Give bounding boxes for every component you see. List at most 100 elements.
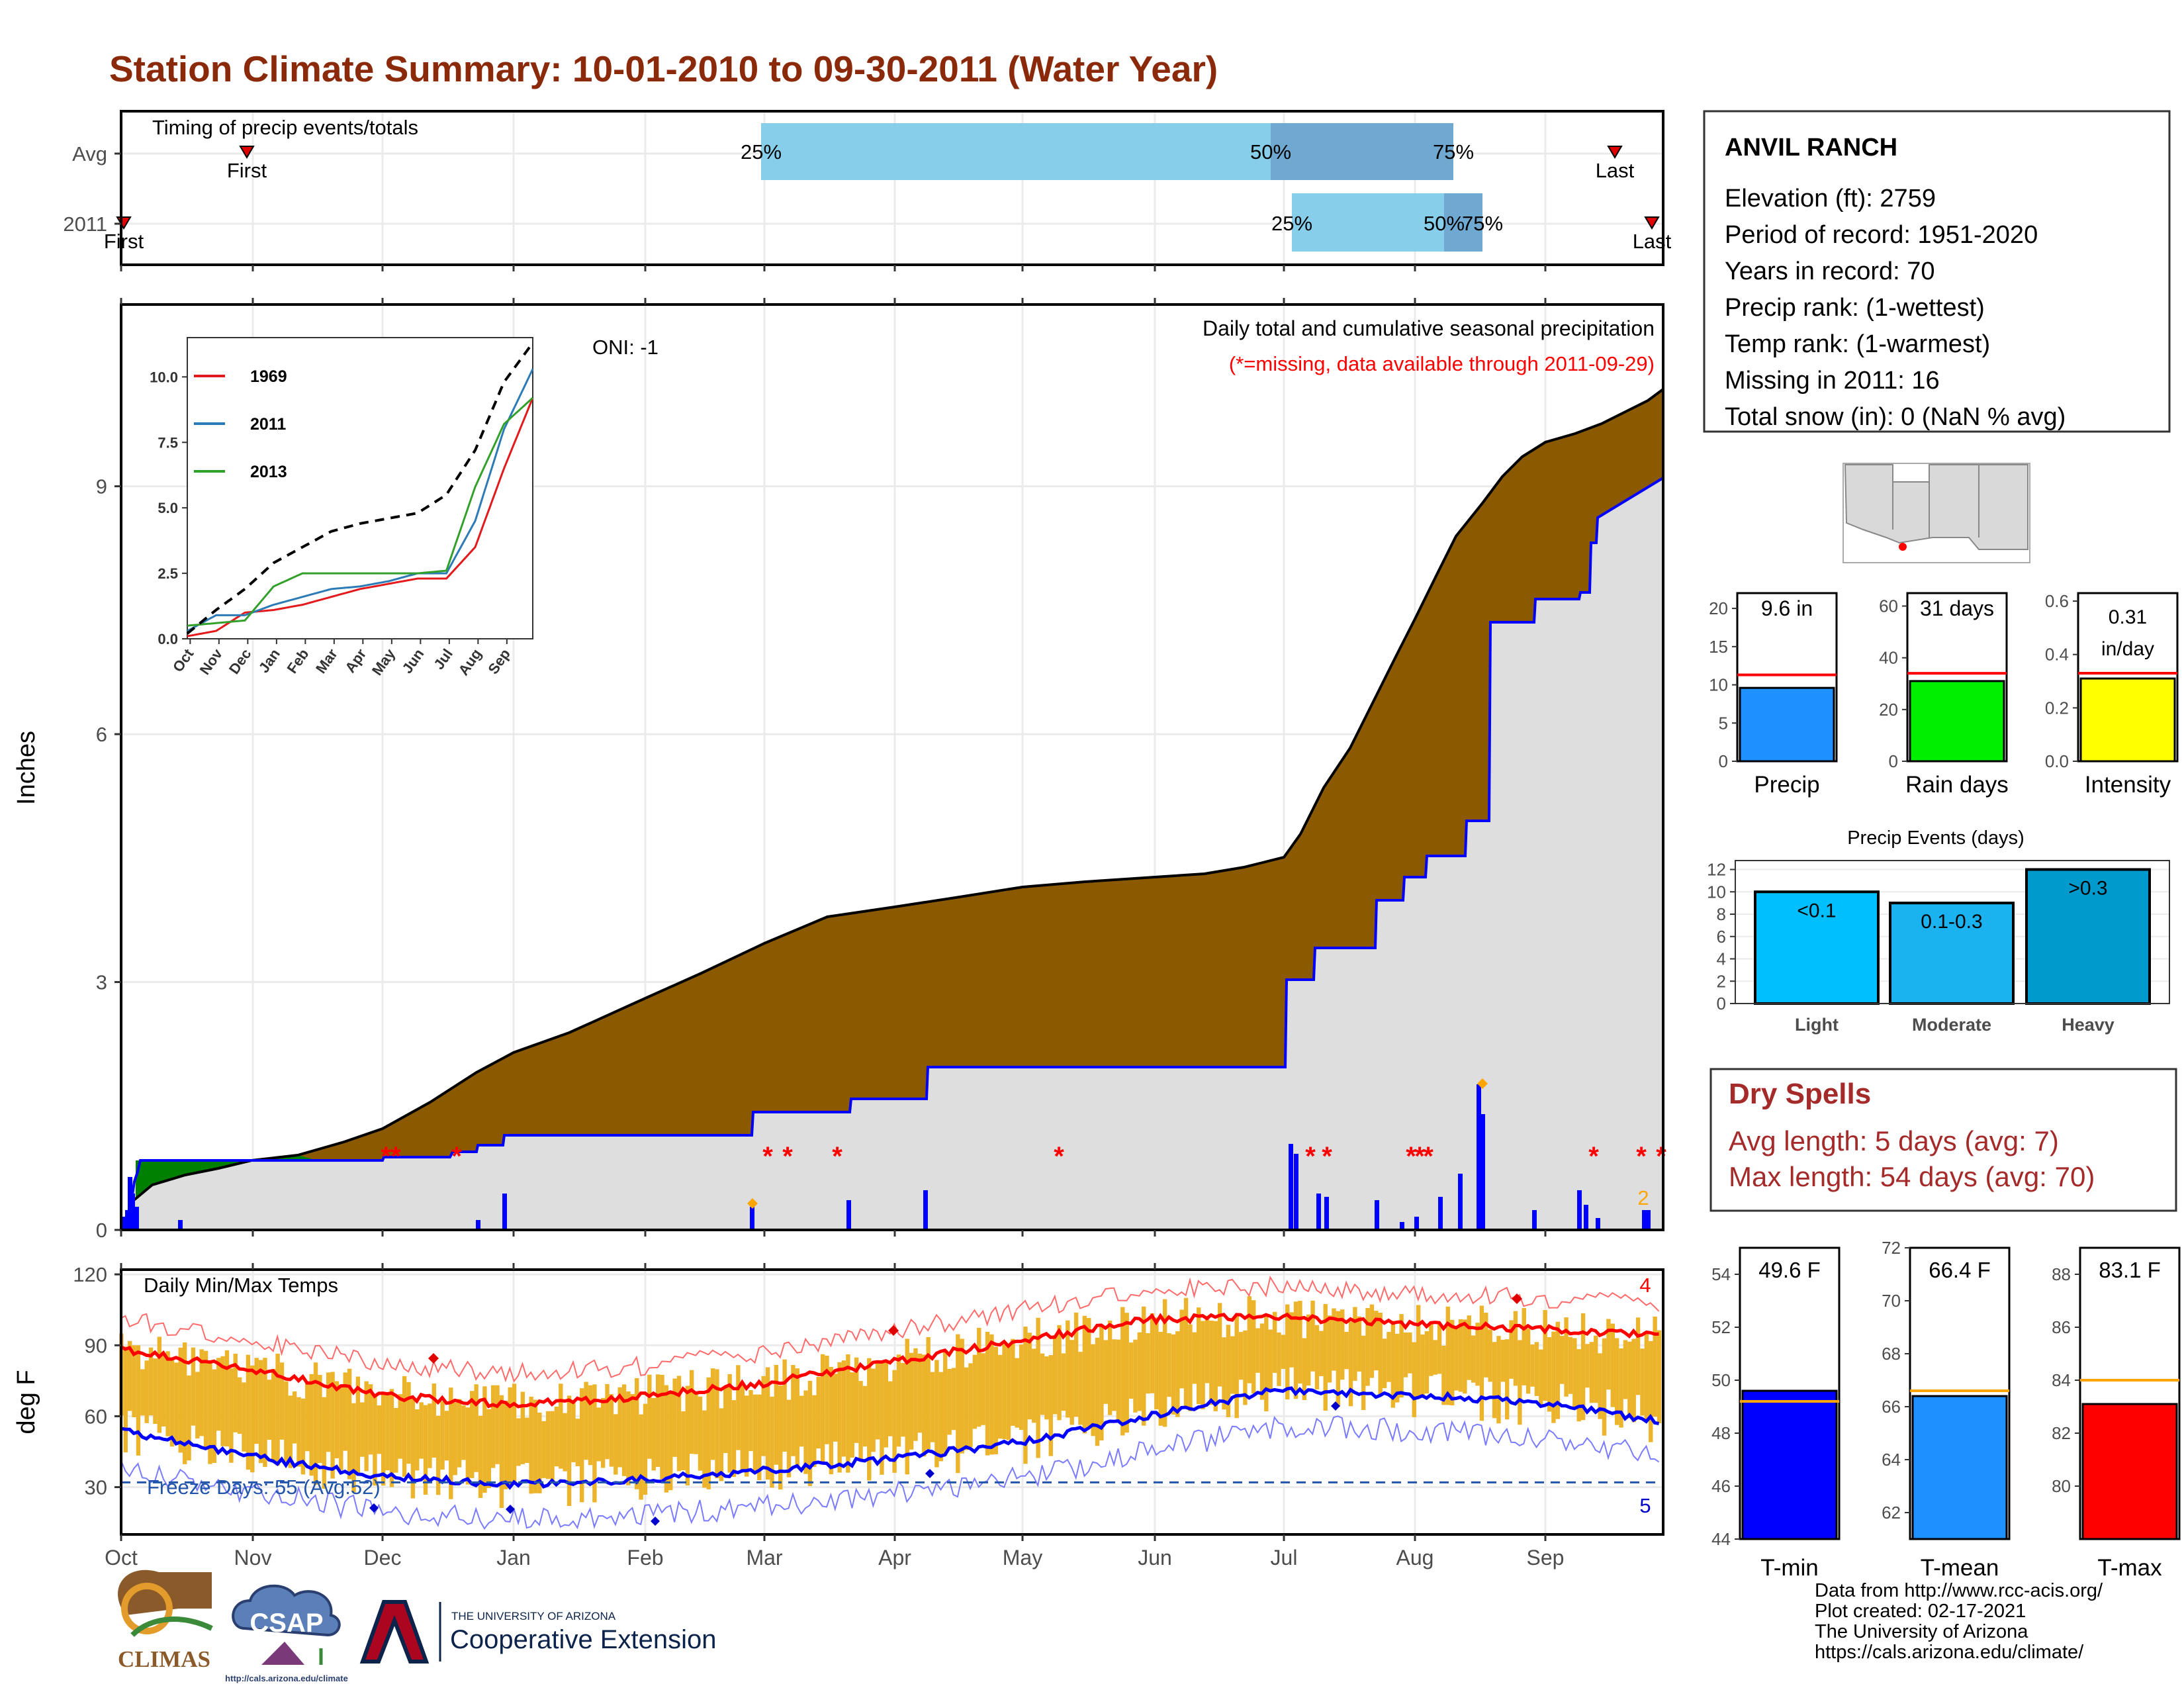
daily-temp-bar	[1399, 1314, 1404, 1398]
daily-temp-bar	[136, 1345, 141, 1456]
daily-temp-bar	[930, 1372, 935, 1442]
daily-temp-bar	[148, 1347, 154, 1416]
daily-temp-bar	[1302, 1338, 1306, 1401]
daily-temp-bar	[258, 1360, 263, 1464]
daily-temp-bar	[541, 1421, 546, 1478]
csap-logo-url: http://cals.arizona.edu/climate	[225, 1673, 348, 1683]
daily-temp-bar	[1289, 1312, 1294, 1368]
inset-legend-label: 2011	[250, 415, 286, 434]
avg-q50-q75-bar	[1271, 123, 1453, 180]
daily-temp-bar	[1268, 1329, 1273, 1392]
daily-temp-bar	[169, 1359, 175, 1447]
dry-spells-title: Dry Spells	[1729, 1078, 1871, 1110]
daily-temp-bar	[1146, 1333, 1150, 1394]
daily-temp-bar	[377, 1405, 381, 1454]
temp-bar	[2081, 1403, 2178, 1540]
daily-temp-bar	[195, 1372, 200, 1439]
daily-temp-bar	[161, 1353, 166, 1427]
daily-temp-bar	[812, 1395, 817, 1468]
daily-temp-bar	[1277, 1332, 1281, 1386]
daily-temp-bar	[1555, 1321, 1561, 1419]
daily-temp-bar	[1032, 1348, 1036, 1423]
precip-event-bar	[1889, 902, 2015, 1005]
daily-temp-bar	[381, 1395, 386, 1486]
daily-temp-bar	[343, 1372, 347, 1451]
inset-series-line	[187, 368, 534, 632]
daily-temp-bar	[435, 1415, 441, 1495]
record-low-marker	[1331, 1401, 1340, 1411]
month-tick-label: Jul	[1271, 1546, 1298, 1570]
daily-temp-bar	[318, 1374, 322, 1463]
daily-temp-bar	[1120, 1307, 1125, 1436]
daily-temp-bar	[242, 1382, 246, 1452]
daily-temp-bar	[470, 1391, 475, 1478]
daily-temp-bar	[1179, 1309, 1184, 1389]
daily-temp-bar	[1559, 1336, 1565, 1384]
daily-temp-bar	[165, 1351, 170, 1436]
daily-temp-bar	[888, 1381, 893, 1436]
record-high-line	[120, 1275, 1660, 1383]
oni-label: ONI: -1	[592, 336, 659, 359]
daily-temp-bar	[744, 1395, 749, 1477]
daily-temp-bar	[1416, 1305, 1421, 1399]
precip-event-bar	[1754, 890, 1880, 1005]
daily-temp-bar	[841, 1360, 846, 1457]
daily-temp-bar	[807, 1380, 813, 1486]
daily-temp-bar	[444, 1411, 449, 1461]
daily-temp-bar	[453, 1402, 457, 1476]
daily-temp-bar	[765, 1367, 770, 1480]
footer-line: https://cals.arizona.edu/climate/	[1815, 1642, 2084, 1663]
daily-temp-bar	[1640, 1348, 1645, 1416]
daily-temp-bar	[1310, 1300, 1315, 1372]
daily-temp-bar	[706, 1377, 711, 1489]
missing-asterisk: *	[1054, 1142, 1064, 1171]
daily-temp-bar	[1226, 1325, 1231, 1417]
climas-logo-swoosh	[130, 1617, 213, 1637]
daily-temp-bar	[1209, 1321, 1214, 1405]
daily-temp-bar	[972, 1354, 978, 1429]
daily-temp-bar	[1585, 1344, 1590, 1388]
last-label: Last	[1596, 159, 1635, 182]
daily-temp-bar	[1614, 1338, 1619, 1425]
daily-temp-bar	[233, 1354, 238, 1432]
daily-temp-bar	[182, 1342, 187, 1464]
daily-temp-bar	[901, 1363, 905, 1437]
footer-line: Data from http://www.rcc-acis.org/	[1815, 1580, 2103, 1601]
daily-precip-bar	[1289, 1144, 1293, 1230]
daily-temp-bar	[1433, 1340, 1437, 1375]
inset-legend-label: 2013	[250, 463, 287, 481]
daily-temp-bar	[1091, 1344, 1095, 1436]
temp-bar-value-label: 83.1 F	[2099, 1258, 2161, 1282]
daily-temp-bar	[140, 1369, 145, 1416]
daily-temp-bar	[1412, 1342, 1416, 1417]
avg-above-observed-area	[121, 389, 1663, 1230]
station-info-line: Missing in 2011: 16	[1725, 367, 1940, 395]
daily-temp-bar	[875, 1360, 880, 1440]
daily-temp-bar	[1361, 1335, 1366, 1411]
temp-bar-name: T-min	[1760, 1555, 1819, 1581]
inset-y-tick-label: 5.0	[158, 500, 178, 516]
daily-temp-bar	[525, 1417, 529, 1464]
daily-temp-bar	[867, 1358, 872, 1481]
missing-asterisk: *	[782, 1142, 793, 1171]
daily-temp-bar	[621, 1384, 627, 1476]
daily-temp-bar	[250, 1365, 255, 1473]
daily-temp-bar	[676, 1376, 682, 1472]
daily-temp-bar	[360, 1402, 365, 1457]
summary-value-label: 9.6 in	[1761, 596, 1813, 620]
daily-precip-bar	[1596, 1218, 1600, 1230]
daily-precip-bar	[1646, 1210, 1651, 1230]
daily-temp-bar	[1437, 1323, 1442, 1374]
row-label: Avg	[72, 142, 107, 165]
dry-spells-avg: Avg length: 5 days (avg: 7)	[1729, 1125, 2059, 1156]
daily-temp-bar	[1576, 1349, 1581, 1422]
daily-temp-bar	[398, 1394, 402, 1459]
precip-event-bar	[2025, 868, 2151, 1005]
daily-temp-bar	[199, 1349, 204, 1436]
daily-precip-bar	[1324, 1197, 1329, 1230]
daily-temp-bar	[761, 1376, 766, 1456]
daily-temp-bar	[1048, 1355, 1053, 1456]
daily-temp-bar	[1353, 1307, 1357, 1381]
daily-temp-bar	[989, 1334, 994, 1455]
observed-cumulative-line	[120, 477, 1664, 1231]
